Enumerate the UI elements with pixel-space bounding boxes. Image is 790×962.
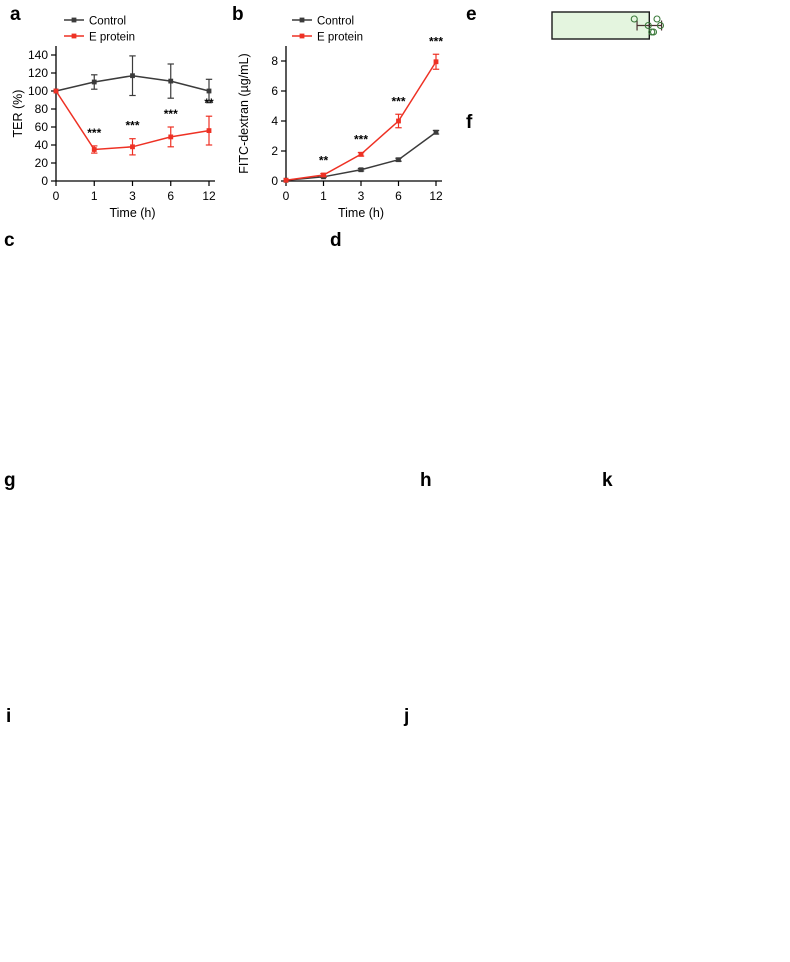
panel-letter-e: e (466, 4, 477, 25)
panel-h-blot (418, 470, 598, 680)
significance-marker: ** (319, 154, 329, 168)
x-tick-label: 1 (91, 189, 98, 203)
significance-marker: *** (87, 126, 101, 140)
significance-marker: ** (204, 96, 214, 110)
y-tick-label: 0 (271, 174, 278, 188)
panel-g-chart-0 (16, 472, 148, 677)
x-tick-label: 3 (129, 189, 136, 203)
panel-letter-f: f (466, 112, 473, 133)
panel-k-blot (600, 470, 790, 660)
panel-i-micrographs (0, 700, 400, 962)
panel-letter-i: i (6, 706, 12, 727)
panel-c-diagram (0, 230, 300, 455)
x-tick-label: 6 (167, 189, 174, 203)
y-axis-label: TER (%) (11, 90, 25, 138)
x-tick-label: 12 (429, 189, 443, 203)
panel-letter-k: k (602, 470, 613, 491)
significance-marker: *** (125, 119, 139, 133)
y-tick-label: 100 (28, 84, 48, 98)
y-tick-label: 60 (35, 120, 49, 134)
x-tick-label: 3 (358, 189, 365, 203)
x-tick-label: 0 (283, 189, 290, 203)
significance-marker: *** (391, 94, 405, 108)
panel-g-chart-2 (280, 472, 412, 677)
legend-label: E protein (317, 31, 363, 43)
x-tick-label: 6 (395, 189, 402, 203)
panel-f-heatmap (480, 118, 790, 450)
panel-letter-d: d (330, 230, 342, 251)
panel-letter-h: h (420, 470, 432, 491)
panel-letter-c: c (4, 230, 15, 251)
y-tick-label: 120 (28, 66, 48, 80)
significance-marker: *** (429, 34, 443, 48)
y-tick-label: 80 (35, 102, 49, 116)
x-tick-label: 0 (53, 189, 60, 203)
y-tick-label: 20 (35, 156, 49, 170)
panel-g-chart-1 (148, 472, 280, 677)
x-tick-label: 12 (202, 189, 216, 203)
x-axis-label: Time (h) (109, 206, 155, 220)
panel-letter-b: b (232, 4, 244, 25)
y-tick-label: 4 (271, 114, 278, 128)
y-axis-label: FITC-dextran (µg/mL) (237, 53, 251, 173)
legend-label: Control (317, 15, 354, 27)
y-tick-label: 6 (271, 84, 278, 98)
panel-letter-g: g (4, 470, 16, 491)
significance-marker: *** (354, 133, 368, 147)
y-tick-label: 40 (35, 138, 49, 152)
x-tick-label: 1 (320, 189, 327, 203)
x-axis-label: Time (h) (338, 206, 384, 220)
panel-letter-j: j (404, 706, 410, 727)
y-tick-label: 140 (28, 48, 48, 62)
legend-label: Control (89, 15, 126, 27)
y-tick-label: 0 (41, 174, 48, 188)
y-tick-label: 2 (271, 144, 278, 158)
significance-marker: *** (164, 107, 178, 121)
panel-d-chart (320, 232, 470, 460)
panel-a-chart: 0 20 40 60 80 100 120 140 0 1 3 6 12 Time (h) TER (%) *… (4, 6, 234, 221)
panel-e-chart (480, 4, 785, 112)
legend-label: E protein (89, 31, 135, 43)
panel-b-chart: 0 2 4 6 8 0 1 3 6 12 Time (h) FITC-dextran (µg/mL) *… (228, 6, 456, 221)
y-tick-label: 8 (271, 54, 278, 68)
panel-letter-a: a (10, 4, 21, 25)
panel-j-micrographs (400, 700, 790, 962)
